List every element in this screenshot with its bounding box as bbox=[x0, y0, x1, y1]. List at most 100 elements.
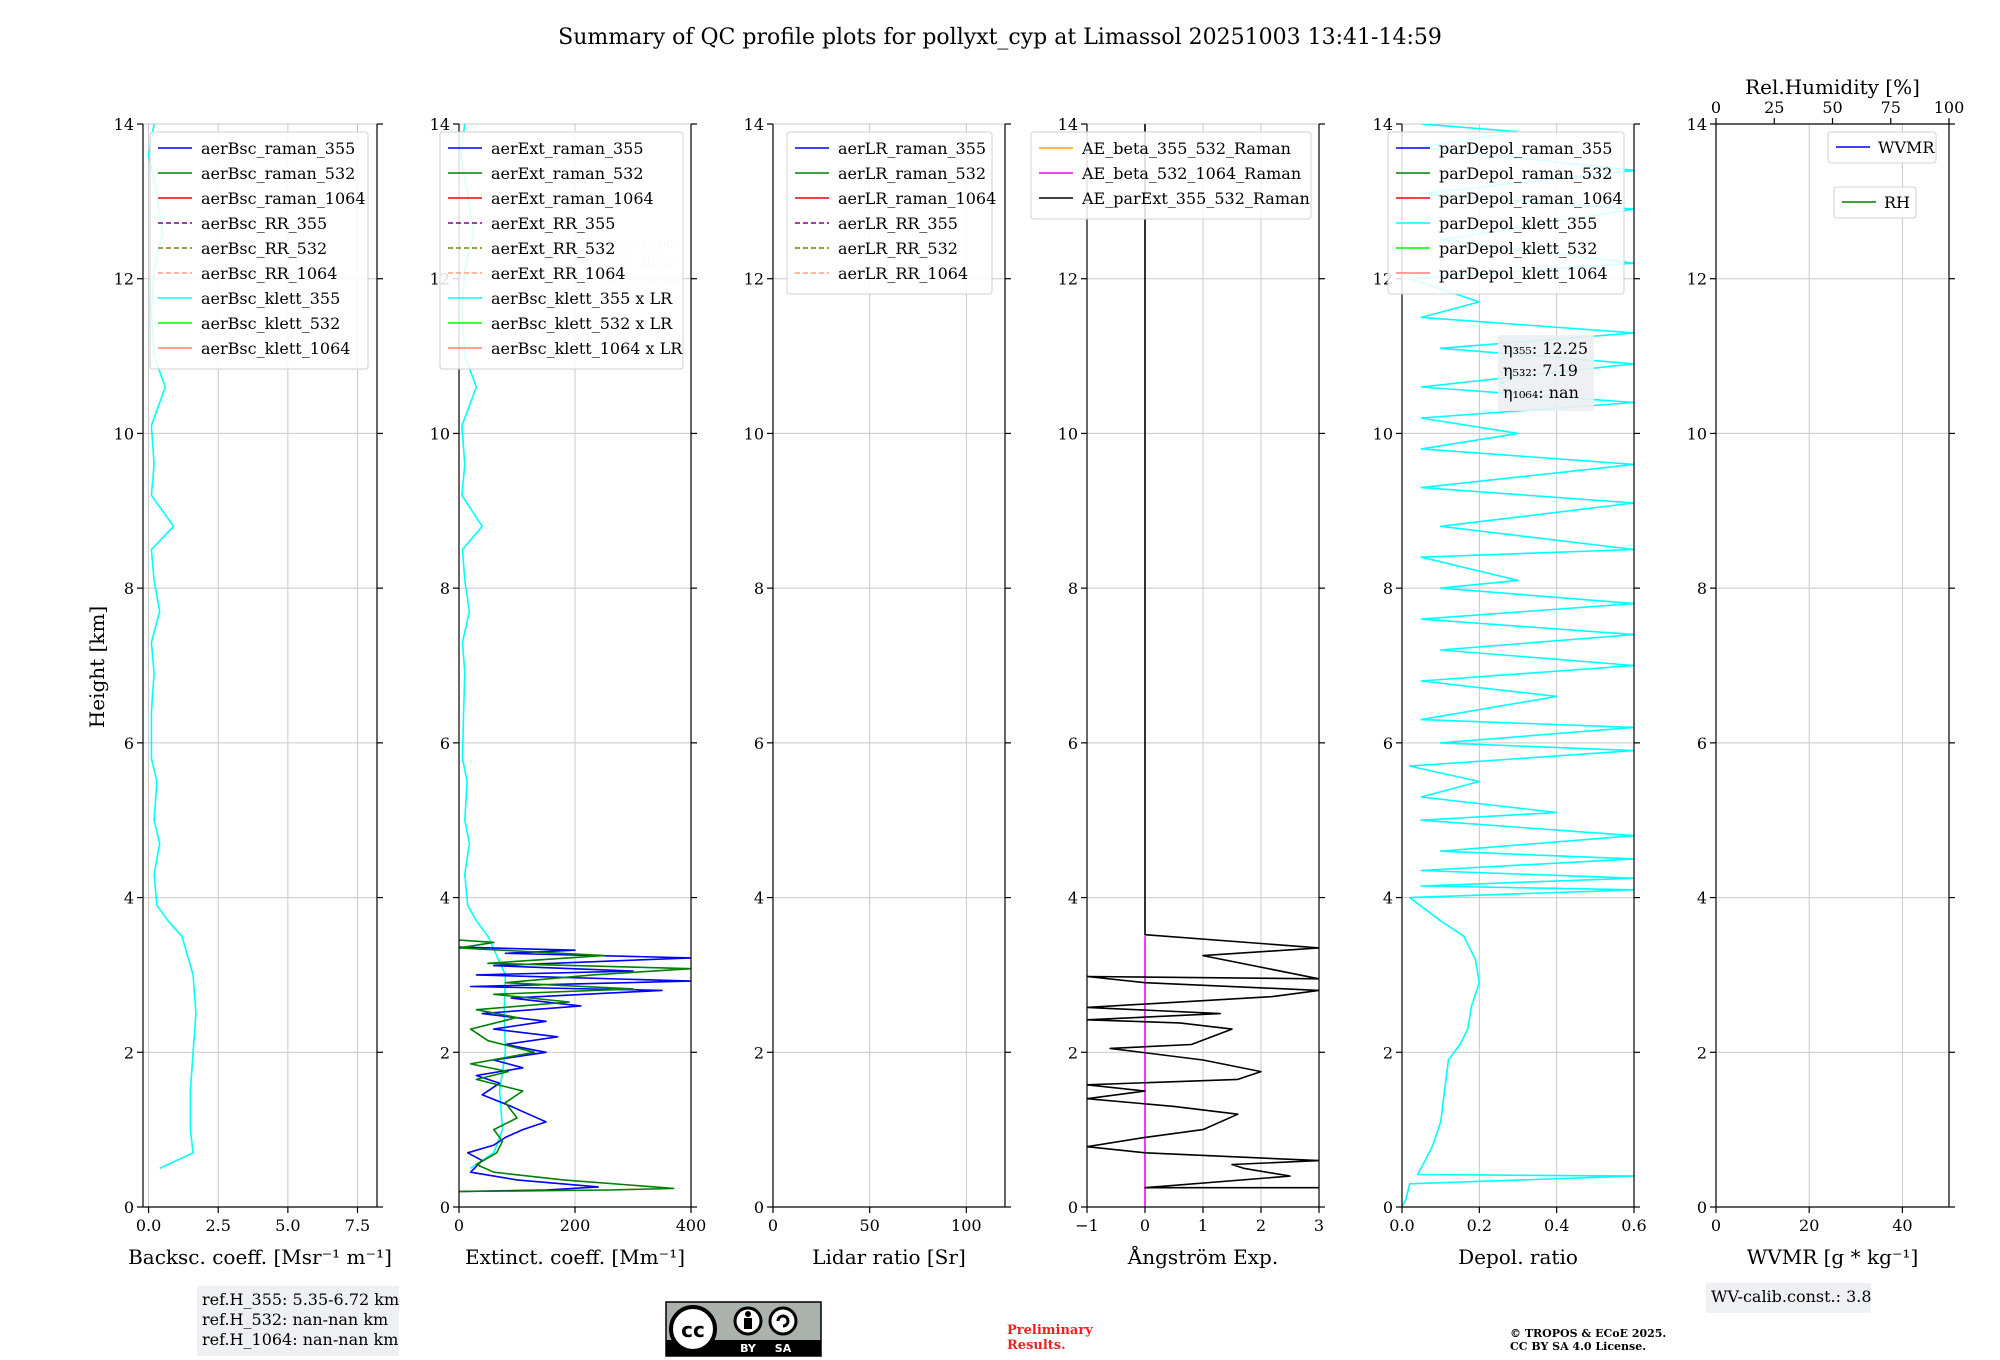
y-tick-label-5: 10 bbox=[744, 424, 764, 443]
legend-label-7: aerBsc_klett_532 bbox=[201, 314, 340, 333]
legend-label-2: aerLR_raman_1064 bbox=[838, 189, 996, 208]
x-tick-label-1: 20 bbox=[1799, 1216, 1819, 1235]
info-textbox-line-0: ref.H_355: 5.35-6.72 km bbox=[202, 1290, 399, 1309]
y-tick-label-6: 12 bbox=[114, 270, 134, 289]
legend-label-3: aerExt_RR_355 bbox=[491, 214, 615, 233]
y-tick-label-7: 14 bbox=[114, 115, 134, 134]
legend-label-1: aerBsc_raman_532 bbox=[201, 164, 355, 183]
legend-label-2: aerBsc_raman_1064 bbox=[201, 189, 366, 208]
x-tick-label-0: 0 bbox=[1711, 1216, 1721, 1235]
legend-label-1: parDepol_raman_532 bbox=[1439, 164, 1612, 183]
cc-license-badge: cc BY SA bbox=[665, 1301, 822, 1357]
top-x-axis-label: Rel.Humidity [%] bbox=[1745, 75, 1920, 99]
legend-frame bbox=[1387, 131, 1625, 295]
figure-title: Summary of QC profile plots for pollyxt_… bbox=[558, 25, 1442, 50]
x-tick-label-3: 2 bbox=[1256, 1216, 1266, 1235]
legend-label-1: aerExt_raman_532 bbox=[491, 164, 644, 183]
x-tick-label-2: 40 bbox=[1892, 1216, 1912, 1235]
legend-label-5: parDepol_klett_1064 bbox=[1439, 264, 1608, 283]
panel-lr: 0 2 4 6 8 10 12 14 0 50 100 Lidar ratio [Sr] aerLR_r… bbox=[744, 115, 1011, 1269]
x-tick-label-1: 0 bbox=[1140, 1216, 1150, 1235]
y-tick-label-7: 14 bbox=[744, 115, 764, 134]
legend-label-0: AE_beta_355_532_Raman bbox=[1081, 139, 1291, 158]
sa-share-alike-icon bbox=[768, 1306, 798, 1336]
series-line-aerExt_raman_532 bbox=[459, 939, 691, 1193]
y-tick-label-3: 6 bbox=[1383, 734, 1393, 753]
y-tick-label-3: 6 bbox=[440, 734, 450, 753]
series-group bbox=[1087, 124, 1319, 1207]
y-tick-label-7: 14 bbox=[430, 115, 450, 134]
info-textbox-frame bbox=[1706, 1283, 1871, 1313]
legend-label-4: parDepol_klett_532 bbox=[1439, 239, 1597, 258]
cc-icon bbox=[669, 1305, 717, 1353]
legend-frame bbox=[439, 131, 684, 370]
top-x-tick-label-4: 100 bbox=[1934, 98, 1965, 117]
legend-label-0: aerLR_raman_355 bbox=[838, 139, 986, 158]
copyright-line2: CC BY SA 4.0 License. bbox=[1510, 1340, 1646, 1353]
y-tick-label-0: 0 bbox=[754, 1198, 764, 1217]
y-axis-label: Height [km] bbox=[85, 606, 109, 728]
y-tick-label-4: 8 bbox=[1383, 579, 1393, 598]
info-textbox-line-0: η₃₅₅: 12.25 bbox=[1503, 339, 1588, 358]
y-tick-label-0: 0 bbox=[1068, 1198, 1078, 1217]
preliminary-results-line2: Results. bbox=[1007, 1338, 1066, 1353]
y-tick-label-4: 8 bbox=[754, 579, 764, 598]
preliminary-results-line1: Preliminary bbox=[1007, 1323, 1093, 1338]
x-axis-label: Extinct. coeff. [Mm⁻¹] bbox=[465, 1245, 685, 1269]
y-tick-label-4: 8 bbox=[1697, 579, 1707, 598]
legend-frame bbox=[149, 131, 369, 370]
panel-ext: LR₃₅₅: 45.00LR₅₃₂: 40.00LR₁₀₆₄: 50.00024… bbox=[430, 115, 707, 1269]
legend-label-8: aerBsc_klett_1064 bbox=[201, 339, 350, 358]
cc-icon-label: cc bbox=[681, 1318, 705, 1342]
x-axis-label: Lidar ratio [Sr] bbox=[812, 1245, 966, 1269]
info-textbox-line-2: η₁₀₆₄: nan bbox=[1503, 383, 1579, 402]
y-tick-label-2: 4 bbox=[1697, 889, 1707, 908]
legend: aerBsc_raman_355 aerBsc_raman_532 aerBsc_r… bbox=[149, 131, 369, 370]
top-x-tick-label-3: 75 bbox=[1881, 98, 1901, 117]
series-line-aerExt_raman_355 bbox=[459, 946, 691, 1193]
y-tick-label-3: 6 bbox=[754, 734, 764, 753]
x-tick-label-1: 2.5 bbox=[205, 1216, 230, 1235]
x-tick-label-2: 0.4 bbox=[1544, 1216, 1569, 1235]
x-tick-label-1: 200 bbox=[560, 1216, 591, 1235]
legend-box-RH: RH bbox=[1833, 186, 1917, 219]
top-x-tick-label-1: 25 bbox=[1764, 98, 1784, 117]
y-tick-label-7: 14 bbox=[1373, 115, 1393, 134]
y-tick-label-4: 8 bbox=[1068, 579, 1078, 598]
x-tick-label-0: −1 bbox=[1075, 1216, 1099, 1235]
legend-label-0: WVMR bbox=[1878, 138, 1935, 157]
x-axis-label: WVMR [g * kg⁻¹] bbox=[1747, 1245, 1919, 1269]
legend-label-6: aerBsc_klett_355 bbox=[201, 289, 340, 308]
legend-label-2: AE_parExt_355_532_Raman bbox=[1081, 189, 1310, 208]
y-tick-label-0: 0 bbox=[1383, 1198, 1393, 1217]
y-tick-label-2: 4 bbox=[754, 889, 764, 908]
panel-bsc: 0 2 4 6 8 10 12 14 0.0 2.5 5.0 7.5 Backsc. coeff. [M… bbox=[114, 115, 399, 1356]
legend-label-3: parDepol_klett_355 bbox=[1439, 214, 1597, 233]
y-tick-label-1: 2 bbox=[1697, 1043, 1707, 1062]
info-textbox-line-2: ref.H_1064: nan-nan km bbox=[202, 1330, 398, 1349]
info-textbox-line-0: WV-calib.const.: 3.8 bbox=[1711, 1287, 1872, 1306]
y-tick-label-2: 4 bbox=[1383, 889, 1393, 908]
legend-label-1: aerLR_raman_532 bbox=[838, 164, 986, 183]
x-tick-label-2: 1 bbox=[1198, 1216, 1208, 1235]
y-tick-label-5: 10 bbox=[1687, 424, 1707, 443]
x-tick-label-0: 0.0 bbox=[136, 1216, 161, 1235]
y-tick-label-4: 8 bbox=[124, 579, 134, 598]
info-textbox: WV-calib.const.: 3.8 bbox=[1706, 1283, 1872, 1313]
copyright-line1: © TROPOS & ECoE 2025. bbox=[1510, 1327, 1666, 1340]
y-tick-label-5: 10 bbox=[430, 424, 450, 443]
legend-label-4: aerLR_RR_532 bbox=[838, 239, 958, 258]
footer: cc BY SA Preliminary Results. © TROPOS &… bbox=[665, 1301, 1666, 1357]
legend-label-8: aerBsc_klett_1064 x LR bbox=[491, 339, 683, 358]
y-tick-label-3: 6 bbox=[124, 734, 134, 753]
x-tick-label-0: 0 bbox=[768, 1216, 778, 1235]
y-tick-label-0: 0 bbox=[440, 1198, 450, 1217]
x-tick-label-1: 0.2 bbox=[1467, 1216, 1492, 1235]
x-tick-label-2: 5.0 bbox=[275, 1216, 300, 1235]
y-tick-label-4: 8 bbox=[440, 579, 450, 598]
legend: aerExt_raman_355 aerExt_raman_532 aerExt_r… bbox=[439, 131, 684, 370]
